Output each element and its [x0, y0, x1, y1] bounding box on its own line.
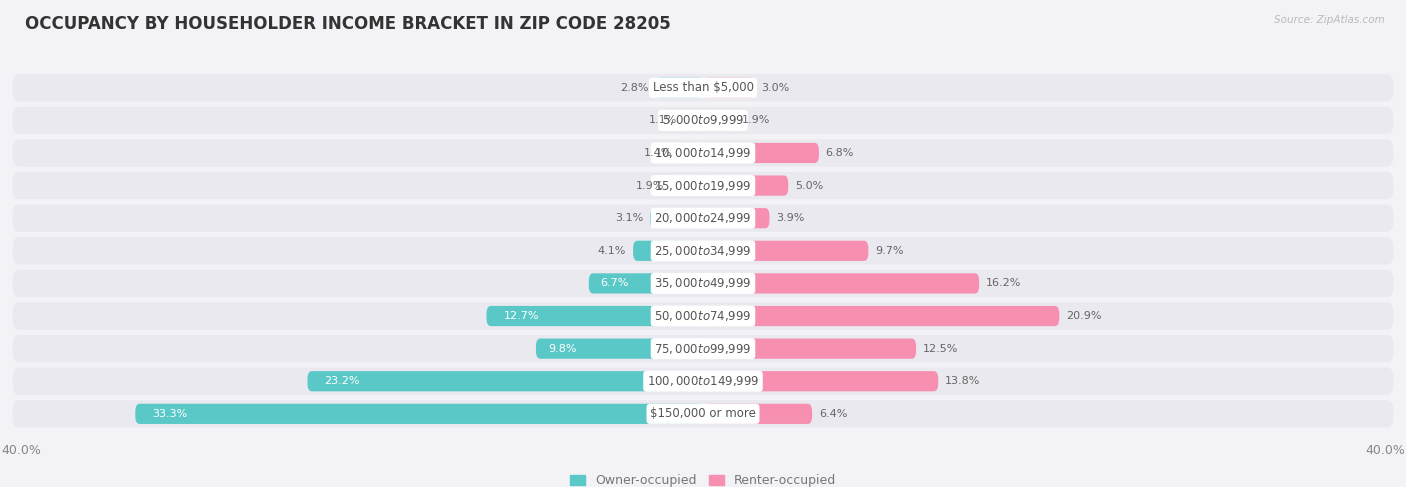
FancyBboxPatch shape [703, 77, 754, 98]
Text: 23.2%: 23.2% [325, 376, 360, 386]
FancyBboxPatch shape [650, 208, 703, 228]
Text: 9.8%: 9.8% [548, 344, 576, 354]
Text: 12.5%: 12.5% [922, 344, 959, 354]
Text: 1.9%: 1.9% [636, 181, 664, 190]
FancyBboxPatch shape [633, 241, 703, 261]
Text: 33.3%: 33.3% [152, 409, 187, 419]
FancyBboxPatch shape [589, 273, 703, 294]
FancyBboxPatch shape [308, 371, 703, 392]
FancyBboxPatch shape [13, 302, 1393, 330]
FancyBboxPatch shape [13, 172, 1393, 199]
Text: 3.9%: 3.9% [776, 213, 804, 223]
FancyBboxPatch shape [703, 143, 818, 163]
Text: 5.0%: 5.0% [794, 181, 824, 190]
FancyBboxPatch shape [486, 306, 703, 326]
FancyBboxPatch shape [13, 205, 1393, 232]
FancyBboxPatch shape [703, 371, 938, 392]
FancyBboxPatch shape [13, 335, 1393, 362]
FancyBboxPatch shape [13, 368, 1393, 395]
Text: $100,000 to $149,999: $100,000 to $149,999 [647, 374, 759, 388]
FancyBboxPatch shape [703, 273, 979, 294]
FancyBboxPatch shape [703, 175, 789, 196]
Text: 1.1%: 1.1% [650, 115, 678, 125]
Text: $15,000 to $19,999: $15,000 to $19,999 [654, 179, 752, 192]
Text: 6.7%: 6.7% [600, 279, 628, 288]
Text: $25,000 to $34,999: $25,000 to $34,999 [654, 244, 752, 258]
Text: $75,000 to $99,999: $75,000 to $99,999 [654, 341, 752, 356]
Text: 2.8%: 2.8% [620, 83, 648, 93]
Text: Less than $5,000: Less than $5,000 [652, 81, 754, 94]
Text: $10,000 to $14,999: $10,000 to $14,999 [654, 146, 752, 160]
Text: 13.8%: 13.8% [945, 376, 980, 386]
Text: $5,000 to $9,999: $5,000 to $9,999 [662, 113, 744, 128]
FancyBboxPatch shape [13, 270, 1393, 297]
FancyBboxPatch shape [703, 404, 813, 424]
Text: $20,000 to $24,999: $20,000 to $24,999 [654, 211, 752, 225]
FancyBboxPatch shape [679, 143, 703, 163]
Text: 9.7%: 9.7% [875, 246, 904, 256]
Text: 16.2%: 16.2% [986, 279, 1021, 288]
FancyBboxPatch shape [655, 77, 703, 98]
Text: Source: ZipAtlas.com: Source: ZipAtlas.com [1274, 15, 1385, 25]
FancyBboxPatch shape [13, 107, 1393, 134]
Text: 1.9%: 1.9% [742, 115, 770, 125]
Text: 1.4%: 1.4% [644, 148, 672, 158]
FancyBboxPatch shape [13, 400, 1393, 428]
FancyBboxPatch shape [685, 110, 703, 131]
Text: $50,000 to $74,999: $50,000 to $74,999 [654, 309, 752, 323]
Legend: Owner-occupied, Renter-occupied: Owner-occupied, Renter-occupied [565, 469, 841, 487]
Text: $150,000 or more: $150,000 or more [650, 407, 756, 420]
FancyBboxPatch shape [703, 208, 769, 228]
FancyBboxPatch shape [135, 404, 703, 424]
Text: 6.4%: 6.4% [818, 409, 848, 419]
Text: 20.9%: 20.9% [1066, 311, 1102, 321]
FancyBboxPatch shape [671, 175, 703, 196]
FancyBboxPatch shape [13, 74, 1393, 101]
FancyBboxPatch shape [536, 338, 703, 359]
FancyBboxPatch shape [13, 237, 1393, 264]
Text: 3.1%: 3.1% [614, 213, 644, 223]
FancyBboxPatch shape [703, 241, 869, 261]
Text: 6.8%: 6.8% [825, 148, 853, 158]
Text: 4.1%: 4.1% [598, 246, 626, 256]
FancyBboxPatch shape [703, 110, 735, 131]
Text: OCCUPANCY BY HOUSEHOLDER INCOME BRACKET IN ZIP CODE 28205: OCCUPANCY BY HOUSEHOLDER INCOME BRACKET … [25, 15, 671, 33]
FancyBboxPatch shape [703, 338, 917, 359]
Text: $35,000 to $49,999: $35,000 to $49,999 [654, 277, 752, 290]
FancyBboxPatch shape [13, 139, 1393, 167]
Text: 12.7%: 12.7% [503, 311, 538, 321]
FancyBboxPatch shape [703, 306, 1059, 326]
Text: 3.0%: 3.0% [761, 83, 789, 93]
